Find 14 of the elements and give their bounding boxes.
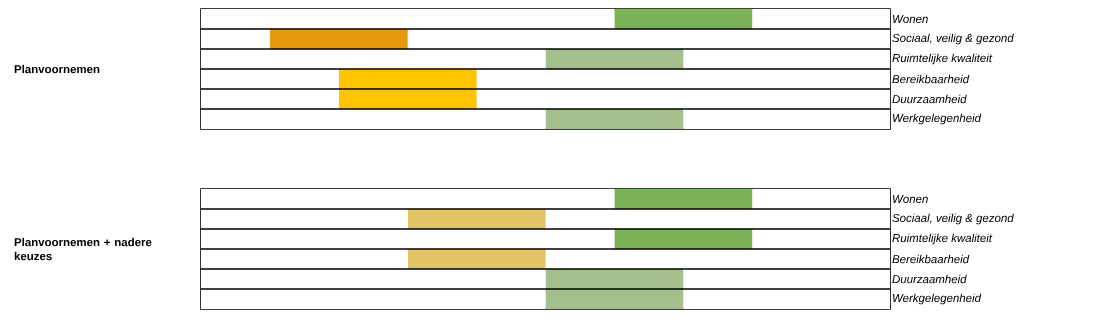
y-tick-label: Duurzaamheid [892, 274, 967, 284]
y-tick-label: Wonen [893, 15, 928, 23]
y-tick-label: Werkgelegenheid [893, 113, 982, 125]
y-tick-label: Bereikbaarheid [892, 74, 970, 84]
y-tick-label: Bereikbaarheid [892, 254, 970, 264]
y-tick-label: Wonen [893, 195, 928, 203]
y-tick-label: Sociaal, veilig & gezond [892, 33, 1014, 45]
y-tick-label: Duurzaamheid [892, 94, 967, 104]
y-axis-title: Planvoornemen [14, 64, 100, 74]
y-axis-title: Planvoornemen + nadere keuzes [14, 237, 152, 261]
y-tick-label: Werkgelegenheid [893, 293, 982, 305]
y-tick-label: Ruimtelijke kwaliteit [892, 233, 993, 245]
y-tick-label: Ruimtelijke kwaliteit [892, 53, 993, 65]
y-tick-label: Sociaal, veilig & gezond [892, 213, 1014, 225]
